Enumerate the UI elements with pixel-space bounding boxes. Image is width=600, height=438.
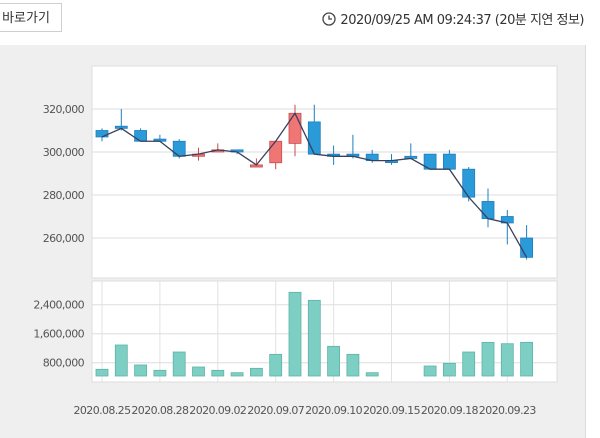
candle-body bbox=[442, 153, 456, 170]
volume-bar bbox=[95, 368, 109, 377]
volume-bar bbox=[211, 369, 225, 377]
x-tick-label: 2020.09.07 bbox=[247, 404, 305, 417]
volume-bar bbox=[365, 372, 379, 377]
candle-body bbox=[307, 121, 321, 155]
volume-bar bbox=[500, 343, 514, 377]
volume-bar bbox=[307, 299, 321, 377]
candle-body bbox=[269, 140, 283, 164]
volume-bar bbox=[134, 364, 148, 377]
x-tick-label: 2020.08.25 bbox=[74, 404, 132, 417]
x-tick-label: 2020.09.02 bbox=[189, 404, 246, 417]
volume-plot-area bbox=[91, 280, 558, 383]
volume-tick-label: 800,000 bbox=[43, 357, 85, 370]
volume-bar bbox=[114, 344, 128, 377]
candle-body bbox=[481, 201, 495, 220]
volume-bar bbox=[520, 341, 533, 377]
volume-bar bbox=[462, 351, 476, 377]
volume-tick-label: 1,600,000 bbox=[33, 328, 84, 341]
volume-bar bbox=[442, 362, 456, 377]
x-tick-label: 2020.09.18 bbox=[421, 404, 479, 417]
volume-bar bbox=[288, 291, 302, 377]
candle-body bbox=[520, 237, 533, 258]
candle-body bbox=[172, 140, 186, 157]
volume-bar bbox=[172, 351, 186, 377]
price-plot-area bbox=[91, 65, 558, 279]
candle bbox=[134, 128, 148, 142]
volume-bar bbox=[249, 367, 263, 377]
x-tick-label: 2020.08.28 bbox=[131, 404, 189, 417]
close-price-line bbox=[101, 112, 528, 258]
candle bbox=[269, 140, 283, 170]
candle-body bbox=[95, 130, 109, 138]
candle-body bbox=[288, 112, 302, 144]
volume-tick-label: 2,400,000 bbox=[33, 299, 84, 312]
price-tick-label: 260,000 bbox=[43, 232, 85, 245]
volume-bar bbox=[230, 372, 244, 377]
volume-bar bbox=[327, 345, 341, 377]
clock-icon bbox=[322, 11, 337, 26]
volume-bar bbox=[153, 369, 167, 377]
x-tick-label: 2020.09.10 bbox=[305, 404, 363, 417]
price-tick-label: 320,000 bbox=[43, 103, 85, 116]
x-tick-label: 2020.09.23 bbox=[479, 404, 537, 417]
volume-bar bbox=[269, 353, 283, 377]
candle-body bbox=[462, 168, 476, 198]
candle bbox=[172, 139, 186, 159]
price-tick-label: 280,000 bbox=[43, 189, 85, 202]
x-tick-label: 2020.09.15 bbox=[363, 404, 421, 417]
volume-bar bbox=[192, 366, 205, 377]
timestamp: 2020/09/25 AM 09:24:37 (20분 지연 정보) bbox=[322, 9, 584, 28]
volume-bar bbox=[423, 365, 437, 377]
volume-bar bbox=[481, 341, 495, 377]
candle-body bbox=[134, 130, 148, 142]
volume-bar bbox=[346, 353, 360, 377]
price-tick-label: 300,000 bbox=[43, 146, 85, 159]
candle bbox=[307, 104, 321, 155]
timestamp-text: 2020/09/25 AM 09:24:37 (20분 지연 정보) bbox=[340, 13, 584, 28]
goto-button[interactable]: 바로가기 bbox=[0, 3, 62, 32]
